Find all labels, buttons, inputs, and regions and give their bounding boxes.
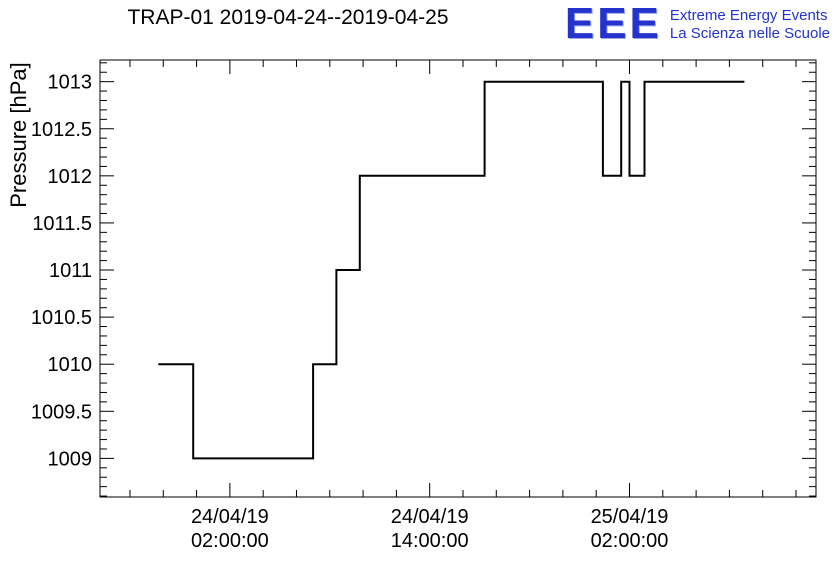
x-tick-label-date: 24/04/19 (191, 506, 269, 528)
x-tick-label-date: 24/04/19 (391, 506, 469, 528)
y-tick-label: 1011 (49, 260, 92, 282)
y-tick-label: 1010 (48, 354, 93, 376)
y-tick-label: 1013 (48, 72, 93, 94)
eee-logo-caption: Extreme Energy Events La Scienza nelle S… (670, 2, 830, 43)
eee-logo: EEE Extreme Energy Events La Scienza nel… (565, 2, 830, 46)
eee-logo-line2: La Scienza nelle Scuole (669, 25, 830, 42)
y-tick-label: 1010.5 (31, 307, 92, 329)
chart-title: TRAP-01 2019-04-24--2019-04-25 (127, 6, 449, 29)
x-tick-label-date: 25/04/19 (591, 506, 669, 528)
x-tick-label-time: 02:00:00 (191, 530, 269, 552)
y-tick-label: 1012.5 (31, 119, 92, 141)
y-tick-label: 1009 (48, 448, 93, 470)
plot-frame (99, 59, 817, 498)
eee-logo-text: EEE (564, 0, 662, 48)
y-tick-label: 1011.5 (32, 213, 92, 235)
x-tick-label-time: 02:00:00 (591, 530, 669, 552)
y-tick-label: 1009.5 (31, 401, 92, 423)
eee-logo-line1: Extreme Energy Events (669, 7, 828, 24)
y-tick-label: 1012 (48, 166, 93, 188)
pressure-line (158, 80, 745, 460)
x-tick-label-time: 14:00:00 (391, 530, 469, 552)
